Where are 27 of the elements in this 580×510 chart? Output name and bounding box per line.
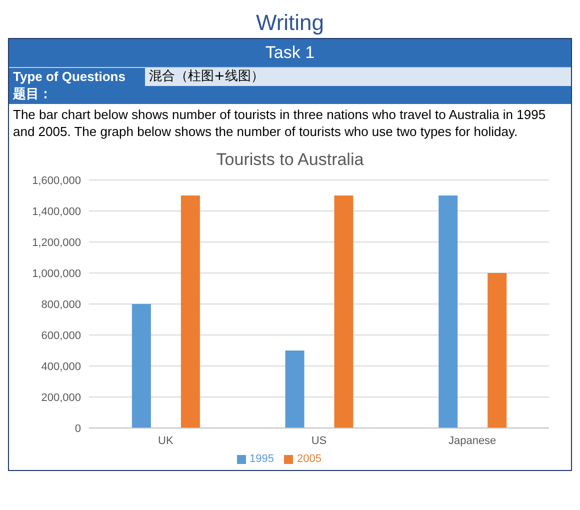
text: Type of Questions <box>9 68 145 86</box>
y-tick-label: 1,400,000 <box>32 206 81 218</box>
text: Writing <box>254 9 326 37</box>
text: The bar chart below shows number of tourists in three nations who travel to Australia in 1995 and 2005. The graph below shows the number of tourists who use two types for holiday. <box>12 106 547 141</box>
y-tick-label: 600,000 <box>41 330 81 342</box>
y-tick-label: 0 <box>74 422 81 435</box>
text: Task 1 <box>9 39 571 67</box>
chart-title: Tourists to Australia <box>215 150 365 170</box>
y-tick-label: 400,000 <box>41 360 81 373</box>
bar <box>488 273 507 428</box>
y-tick-label: 1,200,000 <box>32 236 81 249</box>
bar <box>285 350 304 428</box>
bar <box>438 196 458 428</box>
x-tick-label: US <box>311 434 327 447</box>
bar <box>180 196 200 428</box>
y-tick-label: 1,600,000 <box>32 174 81 187</box>
x-tick-label: Japanese <box>448 434 496 447</box>
legend-label: 1995 <box>250 453 274 465</box>
y-tick-label: 200,000 <box>41 392 81 404</box>
bar <box>334 196 354 428</box>
text: 题目： <box>9 86 571 104</box>
bar <box>132 304 151 428</box>
x-tick-label: UK <box>158 434 174 447</box>
y-tick-label: 1,000,000 <box>32 268 81 280</box>
y-tick-label: 800,000 <box>41 298 81 311</box>
text: 混合（柱图+线图） <box>145 68 571 86</box>
legend-label: 2005 <box>297 453 322 465</box>
